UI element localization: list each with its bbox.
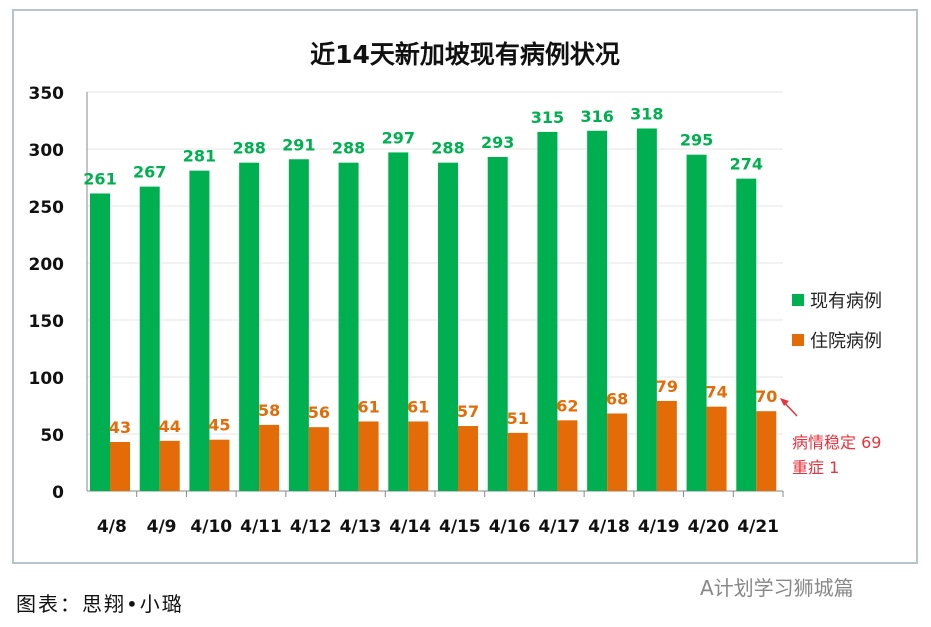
bar-hospitalized bbox=[159, 440, 180, 491]
x-tick-label: 4/8 bbox=[97, 517, 127, 537]
legend-label-hospitalized: 住院病例 bbox=[810, 331, 882, 352]
bar-hospitalized bbox=[458, 426, 478, 491]
y-tick-label: 350 bbox=[29, 84, 65, 104]
data-label: 58 bbox=[258, 401, 280, 420]
x-tick-label: 4/16 bbox=[489, 517, 531, 537]
data-label: 267 bbox=[133, 163, 166, 182]
y-tick-label: 300 bbox=[29, 141, 65, 161]
bar-hospitalized bbox=[408, 421, 429, 491]
bar-existing bbox=[189, 170, 210, 491]
bar-existing bbox=[587, 130, 608, 491]
bar-existing bbox=[338, 162, 359, 491]
bar-existing bbox=[636, 128, 657, 492]
x-tick-label: 4/14 bbox=[389, 517, 431, 537]
x-tick-label: 4/10 bbox=[190, 517, 232, 537]
bar-existing bbox=[239, 162, 260, 491]
legend-swatch-hospitalized bbox=[792, 334, 804, 346]
bar-hospitalized bbox=[706, 406, 727, 491]
bar-hospitalized bbox=[557, 420, 578, 491]
watermark: A计划学习狮城篇 bbox=[700, 576, 854, 600]
data-label: 274 bbox=[730, 155, 763, 174]
data-label: 291 bbox=[282, 135, 315, 154]
bar-hospitalized bbox=[259, 424, 280, 491]
data-label: 315 bbox=[531, 108, 564, 127]
x-tick-label: 4/17 bbox=[538, 517, 580, 537]
data-label: 318 bbox=[630, 104, 663, 123]
bar-hospitalized bbox=[607, 413, 628, 491]
data-label: 288 bbox=[431, 139, 464, 158]
bar-hospitalized bbox=[209, 439, 230, 491]
y-tick-label: 50 bbox=[40, 426, 64, 446]
legend-label-existing: 现有病例 bbox=[810, 291, 882, 312]
bar-hospitalized bbox=[358, 421, 379, 491]
data-label: 316 bbox=[580, 107, 613, 126]
x-tick-label: 4/20 bbox=[688, 517, 730, 537]
bar-existing bbox=[139, 186, 160, 491]
bar-existing bbox=[736, 178, 757, 491]
legend: 现有病例 住院病例 bbox=[792, 291, 882, 352]
x-tick-label: 4/21 bbox=[737, 517, 779, 537]
data-label: 61 bbox=[407, 397, 429, 416]
data-label: 79 bbox=[656, 377, 678, 396]
legend-swatch-existing bbox=[792, 294, 804, 306]
bar-existing bbox=[487, 156, 508, 492]
y-tick-label: 150 bbox=[29, 312, 65, 332]
data-label: 297 bbox=[382, 128, 415, 147]
data-label: 62 bbox=[556, 396, 578, 415]
bar-existing bbox=[537, 131, 558, 491]
annotation-critical: 重症 1 bbox=[792, 458, 839, 477]
bar-existing bbox=[438, 162, 458, 491]
bar-hospitalized bbox=[507, 432, 528, 491]
data-label: 70 bbox=[755, 387, 777, 406]
bar-hospitalized bbox=[756, 411, 777, 491]
y-tick-label: 0 bbox=[52, 483, 64, 503]
data-label: 43 bbox=[109, 418, 131, 437]
data-label: 68 bbox=[606, 389, 628, 408]
y-tick-label: 200 bbox=[29, 255, 65, 275]
data-label: 44 bbox=[159, 417, 181, 436]
x-tick-label: 4/11 bbox=[240, 517, 282, 537]
bar-existing bbox=[90, 193, 110, 491]
bar-existing bbox=[288, 159, 309, 491]
data-label: 61 bbox=[357, 397, 379, 416]
x-tick-label: 4/12 bbox=[290, 517, 332, 537]
data-label: 293 bbox=[481, 133, 514, 152]
data-label: 45 bbox=[208, 416, 230, 435]
data-label: 288 bbox=[232, 139, 265, 158]
chart-title: 近14天新加坡现有病例状况 bbox=[310, 40, 620, 69]
annotation: 病情稳定 69 重症 1 bbox=[780, 398, 881, 477]
data-label: 261 bbox=[83, 169, 116, 188]
caption: 图表：思翔•小璐 bbox=[16, 592, 184, 616]
bar-hospitalized bbox=[656, 400, 677, 491]
y-tick-label: 250 bbox=[29, 198, 65, 218]
data-label: 281 bbox=[183, 147, 216, 166]
data-label: 57 bbox=[457, 402, 479, 421]
x-tick-label: 4/19 bbox=[638, 517, 680, 537]
arrow-head-icon bbox=[780, 398, 789, 406]
data-label: 51 bbox=[507, 409, 529, 428]
bar-existing bbox=[388, 152, 409, 492]
bar-hospitalized bbox=[110, 441, 130, 491]
x-tick-label: 4/9 bbox=[147, 517, 177, 537]
x-tick-label: 4/15 bbox=[439, 517, 481, 537]
annotation-stable: 病情稳定 69 bbox=[792, 433, 881, 452]
data-label: 56 bbox=[308, 403, 330, 422]
data-label: 74 bbox=[705, 383, 727, 402]
x-tick-label: 4/13 bbox=[340, 517, 382, 537]
bar-existing bbox=[686, 154, 707, 491]
data-label: 288 bbox=[332, 139, 365, 158]
y-tick-label: 100 bbox=[29, 369, 65, 389]
x-tick-label: 4/18 bbox=[588, 517, 630, 537]
bar-hospitalized bbox=[308, 427, 329, 491]
data-label: 295 bbox=[680, 131, 713, 150]
